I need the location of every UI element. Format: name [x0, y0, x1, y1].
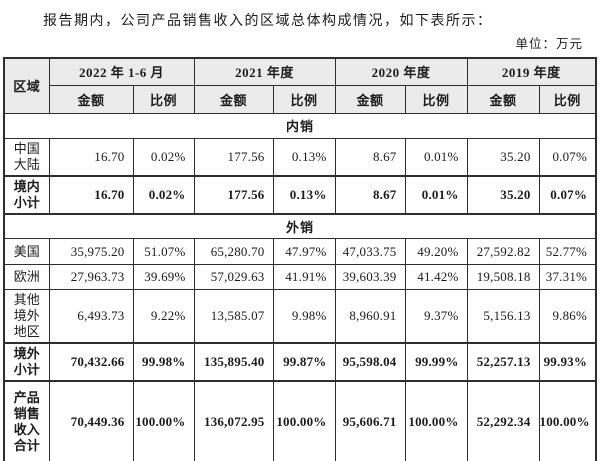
row-label: 境内小计: [3, 174, 50, 215]
amount-cell: 136,072.95: [193, 380, 274, 461]
amount-cell: 95,606.71: [334, 380, 406, 461]
ratio-cell: 0.02%: [132, 174, 195, 215]
intro-paragraph: 报告期内，公司产品销售收入的区域总体构成情况，如下表所示：: [43, 14, 493, 29]
amount-cell: 65,280.70: [193, 238, 274, 265]
table-row-overseas-subtotal: 境外小计 70,432.66 99.98% 135,895.40 99.87% …: [3, 342, 597, 382]
amount-cell: 27,592.82: [466, 238, 540, 265]
header-row-measures: 金额 比例 金额 比例 金额 比例 金额 比例: [4, 84, 597, 114]
amount-cell: 16.70: [48, 137, 134, 176]
regional-revenue-table: 区域 2022 年 1-6 月 2021 年度 2020 年度 2019 年度 …: [3, 57, 598, 461]
amount-cell: 35.20: [466, 174, 540, 215]
period-header-2020: 2020 年度: [334, 57, 468, 86]
amount-cell: 52,257.13: [466, 342, 540, 382]
ratio-column-header: 比例: [272, 84, 336, 114]
amount-cell: 35.20: [466, 137, 540, 176]
row-label: 欧洲: [3, 264, 50, 290]
period-header-2022h1: 2022 年 1-6 月: [48, 57, 195, 86]
amount-cell: 35,975.20: [48, 238, 134, 265]
amount-cell: 13,585.07: [193, 289, 274, 344]
ratio-cell: 41.42%: [404, 264, 468, 290]
ratio-cell: 39.69%: [132, 264, 195, 290]
table-row-europe: 欧洲 27,963.73 39.69% 57,029.63 41.91% 39,…: [3, 264, 597, 290]
ratio-cell: 100.00%: [272, 380, 336, 461]
amount-cell: 57,029.63: [193, 264, 274, 290]
ratio-cell: 99.93%: [538, 342, 597, 382]
amount-cell: 177.56: [193, 137, 274, 176]
ratio-cell: 0.01%: [404, 174, 468, 215]
ratio-cell: 9.98%: [272, 289, 336, 344]
ratio-cell: 100.00%: [538, 380, 597, 461]
amount-cell: 47,033.75: [334, 238, 406, 265]
ratio-cell: 99.87%: [272, 342, 336, 382]
ratio-cell: 99.99%: [404, 342, 468, 382]
row-label: 境外小计: [3, 342, 50, 382]
amount-cell: 70,432.66: [48, 342, 134, 382]
amount-cell: 135,895.40: [193, 342, 274, 382]
section-label: 外销: [3, 213, 597, 239]
ratio-cell: 99.98%: [132, 342, 195, 382]
amount-cell: 8.67: [334, 174, 406, 215]
ratio-cell: 49.20%: [404, 238, 468, 265]
document-page: 报告期内，公司产品销售收入的区域总体构成情况，如下表所示： 单位：万元 区域 2…: [0, 12, 600, 461]
amount-cell: 5,156.13: [466, 289, 540, 344]
table-row-usa: 美国 35,975.20 51.07% 65,280.70 47.97% 47,…: [3, 238, 597, 265]
ratio-cell: 47.97%: [272, 238, 336, 265]
amount-cell: 52,292.34: [466, 380, 540, 461]
amount-column-header: 金额: [334, 84, 406, 114]
amount-cell: 16.70: [48, 174, 134, 215]
row-label: 产品销售收入合计: [3, 380, 50, 461]
ratio-cell: 52.77%: [538, 238, 597, 265]
amount-cell: 8.67: [334, 137, 406, 176]
table-row-other-overseas: 其他境外地区 6,493.73 9.22% 13,585.07 9.98% 8,…: [3, 289, 597, 344]
table-row-domestic-subtotal: 境内小计 16.70 0.02% 177.56 0.13% 8.67 0.01%…: [3, 174, 597, 215]
ratio-cell: 0.13%: [272, 137, 336, 176]
ratio-cell: 51.07%: [132, 238, 195, 265]
unit-label: 单位：万元: [515, 37, 583, 51]
amount-cell: 95,598.04: [334, 342, 406, 382]
amount-column-header: 金额: [193, 84, 274, 114]
amount-cell: 27,963.73: [48, 264, 134, 290]
amount-cell: 6,493.73: [48, 289, 134, 344]
header-row-periods: 区域 2022 年 1-6 月 2021 年度 2020 年度 2019 年度: [3, 57, 597, 114]
region-column-header: 区域: [3, 57, 50, 114]
ratio-cell: 0.01%: [404, 137, 468, 176]
row-label: 美国: [3, 238, 50, 265]
section-row-export: 外销: [3, 213, 597, 239]
period-header-2019: 2019 年度: [466, 57, 597, 86]
table-row-china-mainland: 中国大陆 16.70 0.02% 177.56 0.13% 8.67 0.01%…: [3, 137, 597, 176]
row-label: 其他境外地区: [3, 289, 50, 344]
ratio-column-header: 比例: [538, 84, 597, 114]
period-header-2021: 2021 年度: [193, 57, 336, 86]
ratio-cell: 100.00%: [132, 380, 195, 461]
ratio-cell: 100.00%: [404, 380, 468, 461]
ratio-cell: 0.02%: [132, 137, 195, 176]
ratio-column-header: 比例: [404, 84, 468, 114]
ratio-cell: 41.91%: [272, 264, 336, 290]
amount-cell: 70,449.36: [48, 380, 134, 461]
ratio-cell: 0.07%: [538, 137, 597, 176]
amount-cell: 177.56: [193, 174, 274, 215]
ratio-cell: 9.22%: [132, 289, 195, 344]
section-row-domestic: 内销: [3, 112, 597, 139]
ratio-cell: 0.13%: [272, 174, 336, 215]
amount-column-header: 金额: [466, 84, 540, 114]
amount-cell: 39,603.39: [334, 264, 406, 290]
amount-cell: 8,960.91: [334, 289, 406, 344]
ratio-cell: 37.31%: [538, 264, 597, 290]
amount-column-header: 金额: [48, 84, 134, 114]
row-label: 中国大陆: [3, 137, 50, 176]
ratio-cell: 9.37%: [404, 289, 468, 344]
section-label: 内销: [3, 112, 597, 139]
ratio-cell: 9.86%: [538, 289, 597, 344]
ratio-column-header: 比例: [132, 84, 195, 114]
amount-cell: 19,508.18: [466, 264, 540, 290]
ratio-cell: 0.07%: [538, 174, 597, 215]
table-row-total-revenue: 产品销售收入合计 70,449.36 100.00% 136,072.95 10…: [3, 380, 597, 461]
